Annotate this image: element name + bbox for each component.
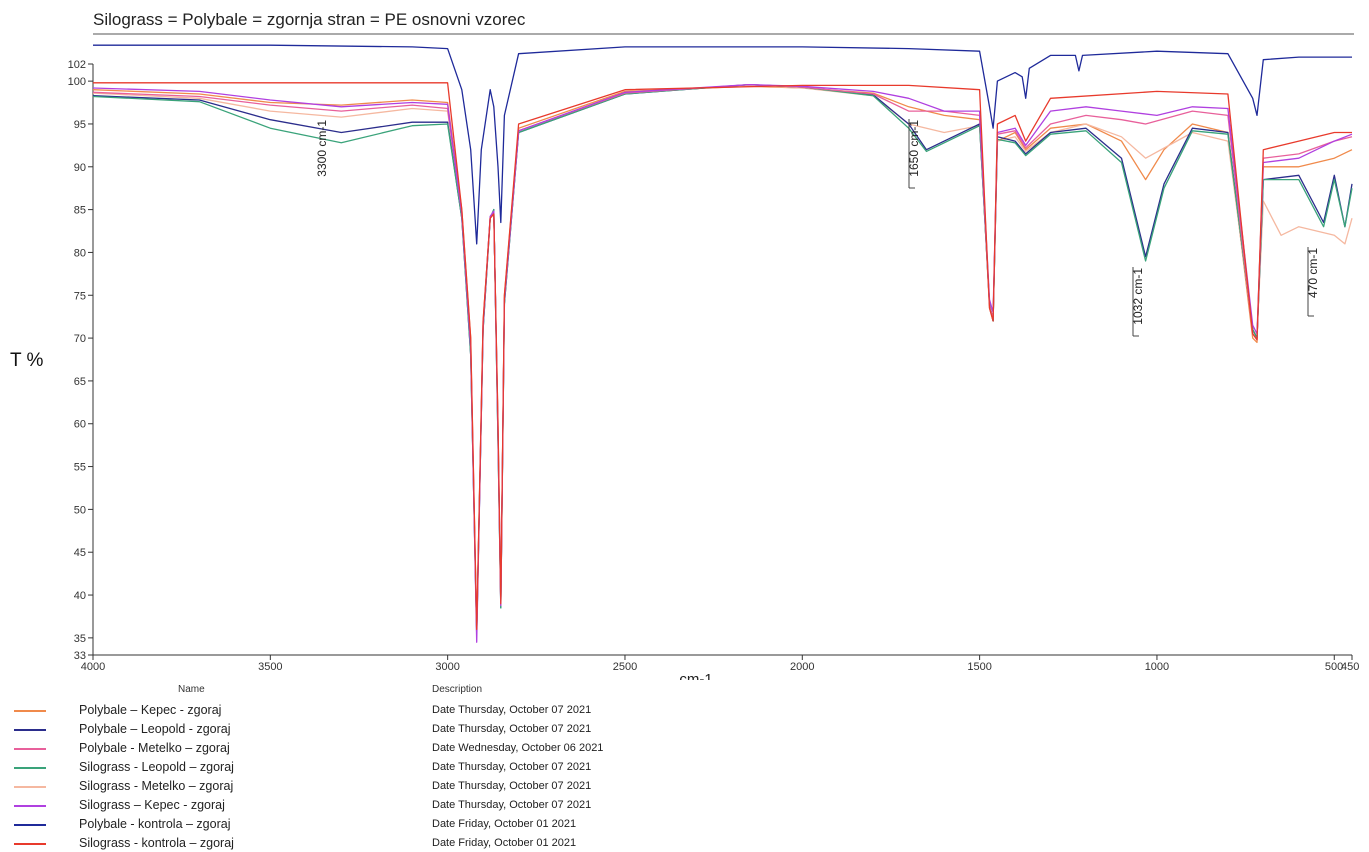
x-tick-label: 3500 [258, 661, 282, 673]
legend-swatch [14, 824, 46, 826]
y-tick-label: 65 [74, 376, 86, 388]
legend-series-name: Silograss - Metelko – zgoraj [79, 779, 234, 793]
x-axis-label: cm-1 [679, 671, 712, 680]
y-tick-label: 45 [74, 547, 86, 559]
legend-series-description: Date Thursday, October 07 2021 [432, 761, 592, 773]
legend-header-name: Name [178, 684, 205, 695]
legend-row: Silograss - kontrola – zgoraj Date Friday… [0, 835, 700, 852]
legend-series-description: Date Friday, October 01 2021 [432, 818, 577, 830]
x-tick-label: 2500 [613, 661, 637, 673]
x-tick-label: 3000 [435, 661, 459, 673]
legend-swatch [14, 805, 46, 807]
legend-swatch [14, 786, 46, 788]
legend-series-name: Polybale - Metelko – zgoraj [79, 741, 230, 755]
x-tick-label: 4000 [81, 661, 105, 673]
y-tick-label: 33 [74, 650, 86, 662]
y-tick-label: 100 [68, 76, 86, 88]
series-line [92, 85, 1353, 630]
y-tick-label: 35 [74, 633, 86, 645]
series-line [92, 83, 1353, 635]
legend-series-name: Silograss - kontrola – zgoraj [79, 836, 234, 850]
legend-series-name: Polybale - kontrola – zgoraj [79, 817, 231, 831]
series-line [92, 83, 1353, 632]
legend-row: Polybale – Kepec - zgoraj Date Thursday, … [0, 702, 700, 719]
ftir-chart: Silograss = Polybale = zgornja stran = P… [10, 10, 1360, 680]
legend-series-description: Date Friday, October 01 2021 [432, 837, 577, 849]
y-tick-label: 90 [74, 162, 86, 174]
legend-series-description: Date Thursday, October 07 2021 [432, 799, 592, 811]
legend-row: Polybale - kontrola – zgoraj Date Friday,… [0, 816, 700, 833]
x-tick-label: 500 [1325, 661, 1343, 673]
series-group [92, 44, 1353, 643]
legend-row: Silograss – Kepec - zgoraj Date Thursday,… [0, 797, 700, 814]
y-tick-label: 60 [74, 419, 86, 431]
chart-title: Silograss = Polybale = zgornja stran = P… [93, 10, 526, 29]
peak-annotation: 3300 cm-1 [315, 120, 329, 177]
legend-series-description: Date Thursday, October 07 2021 [432, 780, 592, 792]
peak-annotation: 1650 cm-1 [907, 119, 921, 189]
x-tick-label: 2000 [790, 661, 814, 673]
legend-row: Polybale – Leopold - zgoraj Date Thursday… [0, 721, 700, 738]
series-line [92, 83, 1353, 643]
y-axis-label: T % [10, 350, 44, 371]
series-line [92, 83, 1353, 635]
legend-row: Silograss - Leopold – zgoraj Date Thursda… [0, 759, 700, 776]
y-tick-label: 75 [74, 290, 86, 302]
legend-swatch [14, 767, 46, 769]
axes: 33 35 40 45 50 55 60 65 70 75 80 85 90 95 100 102 4000 35… [68, 59, 1360, 673]
annotations: 3300 cm-1 1650 cm-1 1032 cm-1 470 cm-1 [315, 119, 1320, 337]
peak-annotation: 1032 cm-1 [1131, 267, 1145, 337]
peak-annotation-label: 3300 cm-1 [315, 120, 329, 177]
legend-series-name: Silograss – Kepec - zgoraj [79, 798, 225, 812]
legend-swatch [14, 729, 46, 731]
legend-row: Silograss - Metelko – zgoraj Date Thursda… [0, 778, 700, 795]
legend-row: Polybale - Metelko – zgoraj Date Wednesda… [0, 740, 700, 757]
x-tick-label: 1000 [1145, 661, 1169, 673]
y-tick-label: 70 [74, 333, 86, 345]
legend-series-name: Silograss - Leopold – zgoraj [79, 760, 234, 774]
legend-series-description: Date Thursday, October 07 2021 [432, 723, 592, 735]
series-line [93, 82, 1352, 630]
y-tick-label: 40 [74, 590, 86, 602]
x-tick-label: 450 [1341, 661, 1359, 673]
y-tick-label: 50 [74, 504, 86, 516]
legend-swatch [14, 748, 46, 750]
y-tick-label: 95 [74, 119, 86, 131]
peak-annotation: 470 cm-1 [1306, 247, 1320, 317]
peak-annotation-label: 1650 cm-1 [907, 120, 921, 177]
peak-annotation-label: 1032 cm-1 [1131, 268, 1145, 325]
y-tick-label: 80 [74, 247, 86, 259]
y-tick-label: 55 [74, 462, 86, 474]
legend-header-description: Description [432, 684, 483, 695]
legend-series-name: Polybale – Leopold - zgoraj [79, 722, 231, 736]
x-tick-label: 1500 [967, 661, 991, 673]
y-tick-label: 85 [74, 205, 86, 217]
legend-series-description: Date Wednesday, October 06 2021 [432, 742, 604, 754]
legend-swatch [14, 843, 46, 845]
legend-swatch [14, 710, 46, 712]
y-tick-label: 102 [68, 59, 86, 71]
peak-annotation-label: 470 cm-1 [1306, 248, 1320, 298]
legend-series-name: Polybale – Kepec - zgoraj [79, 703, 222, 717]
series-line [92, 84, 1353, 632]
series-line [93, 44, 1352, 245]
legend-series-description: Date Thursday, October 07 2021 [432, 704, 592, 716]
